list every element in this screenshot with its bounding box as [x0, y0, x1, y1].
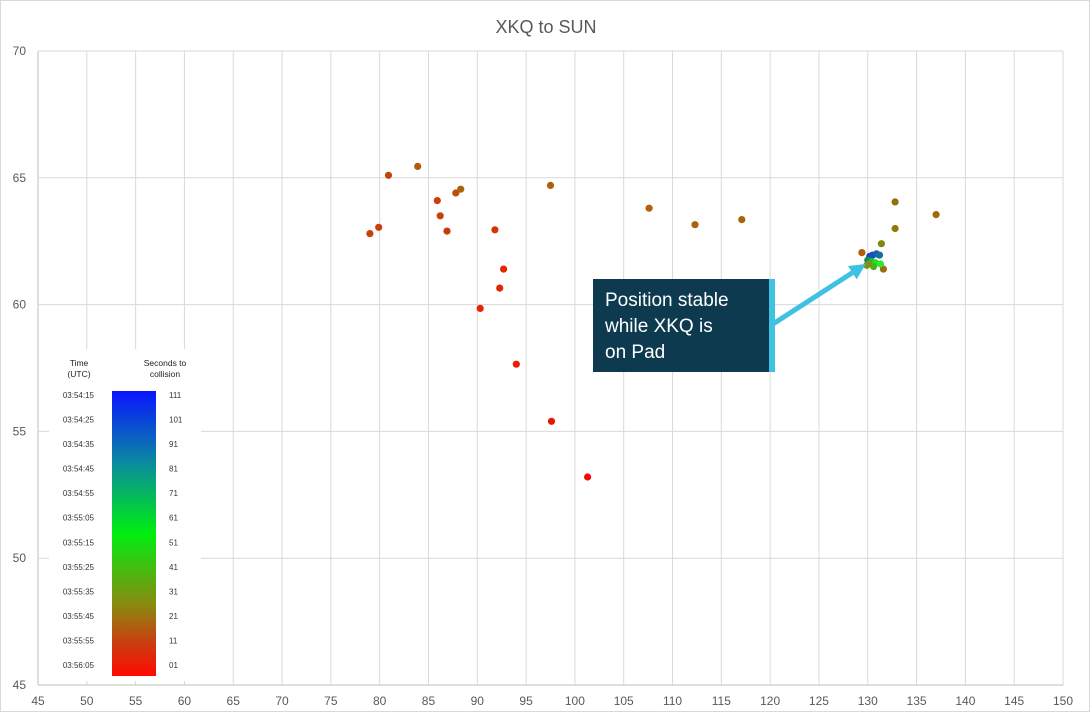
data-point [875, 251, 884, 259]
data-point [645, 204, 653, 212]
data-point [491, 226, 499, 234]
x-tick-label: 90 [471, 694, 485, 708]
legend-time-label: 03:55:55 [63, 636, 95, 645]
y-tick-label: 65 [13, 171, 27, 185]
y-tick-label: 60 [13, 298, 27, 312]
legend-seconds-label: 11 [169, 636, 178, 645]
data-point [865, 260, 873, 268]
data-point [891, 224, 899, 233]
x-tick-label: 60 [178, 694, 192, 708]
legend-seconds-label: 61 [169, 514, 178, 523]
legend-seconds-label: 01 [169, 661, 178, 670]
data-point [476, 304, 484, 312]
x-tick-label: 150 [1053, 694, 1073, 708]
legend-time-label: 03:54:55 [63, 489, 95, 498]
x-tick-label: 120 [760, 694, 780, 708]
x-tick-label: 50 [80, 694, 94, 708]
x-tick-label: 125 [809, 694, 829, 708]
x-tick-label: 135 [907, 694, 927, 708]
legend-seconds-label: 101 [169, 416, 183, 425]
axis-ticks: 45 50 55 60 65 70 75 80 85 90 95 100 105 110 115 120 125… [13, 44, 1074, 708]
annotation-callout: Position stable while XKQ is on Pad [593, 264, 866, 372]
callout-line-2: while XKQ is [604, 316, 713, 337]
data-point [496, 284, 504, 292]
x-tick-label: 105 [614, 694, 634, 708]
y-tick-label: 50 [13, 551, 27, 565]
x-tick-label: 75 [324, 694, 338, 708]
legend-seconds-label: 31 [169, 587, 178, 596]
legend-seconds-label: 41 [169, 563, 178, 572]
legend-time-header: Time (UTC) [67, 358, 90, 379]
data-point [891, 198, 899, 206]
legend-seconds-label: 111 [169, 391, 182, 400]
y-tick-label: 55 [13, 424, 27, 438]
x-tick-label: 80 [373, 694, 387, 708]
legend-time-label: 03:54:35 [63, 440, 95, 449]
x-tick-label: 140 [955, 694, 975, 708]
callout-box [593, 279, 771, 372]
data-point [877, 240, 886, 248]
data-point [452, 189, 460, 197]
x-tick-label: 110 [663, 694, 682, 708]
data-point [932, 211, 940, 219]
data-point [384, 171, 393, 179]
data-point [512, 360, 520, 368]
legend-seconds-header: Seconds to collision [144, 358, 187, 379]
legend-time-label: 03:54:25 [63, 416, 95, 425]
y-tick-label: 70 [13, 44, 27, 58]
data-point [436, 212, 444, 220]
y-tick-label: 45 [13, 678, 27, 692]
legend-seconds-label: 81 [169, 465, 178, 474]
x-tick-label: 95 [519, 694, 533, 708]
legend-time-label: 03:55:25 [63, 563, 95, 572]
x-tick-label: 70 [275, 694, 289, 708]
data-point [738, 216, 746, 224]
x-tick-label: 145 [1004, 694, 1024, 708]
data-point [876, 260, 885, 268]
x-tick-label: 65 [227, 694, 241, 708]
legend-seconds-label: 21 [169, 612, 178, 621]
data-point [547, 417, 556, 425]
x-tick-label: 55 [129, 694, 143, 708]
legend-seconds-label: 51 [169, 538, 178, 547]
data-point [433, 197, 441, 205]
callout-arrow [771, 270, 854, 327]
data-point [691, 221, 699, 229]
data-point [366, 230, 374, 238]
legend-time-label: 03:55:15 [63, 538, 95, 547]
x-tick-label: 85 [422, 694, 436, 708]
legend-time-label: 03:54:45 [63, 465, 95, 474]
data-point [443, 227, 451, 235]
data-point [546, 181, 555, 189]
legend-time-label: 03:56:05 [63, 661, 95, 670]
legend-time-label: 03:55:05 [63, 514, 95, 523]
legend-time-label: 03:55:45 [63, 612, 95, 621]
data-point [457, 185, 465, 193]
data-point [375, 223, 383, 231]
x-tick-label: 115 [712, 694, 731, 708]
x-tick-label: 100 [565, 694, 585, 708]
data-point [858, 249, 866, 257]
callout-accent [769, 279, 775, 372]
data-point [414, 162, 422, 170]
legend-time-label: 03:55:35 [63, 587, 95, 596]
legend-seconds-label: 71 [169, 489, 178, 498]
callout-line-1: Position stable [605, 290, 729, 311]
x-tick-label: 45 [31, 694, 45, 708]
data-point [500, 265, 508, 273]
callout-line-3: on Pad [605, 342, 665, 363]
x-tick-label: 130 [858, 694, 878, 708]
data-point [584, 473, 592, 481]
chart-title: XKQ to SUN [495, 17, 596, 37]
color-legend: Time (UTC) Seconds to collision 03:54:15 11… [49, 349, 201, 681]
callout-arrowhead [848, 264, 866, 280]
legend-time-label: 03:54:15 [63, 391, 95, 400]
legend-color-bar [112, 391, 156, 676]
legend-seconds-label: 91 [169, 440, 178, 449]
data-points [366, 162, 940, 481]
